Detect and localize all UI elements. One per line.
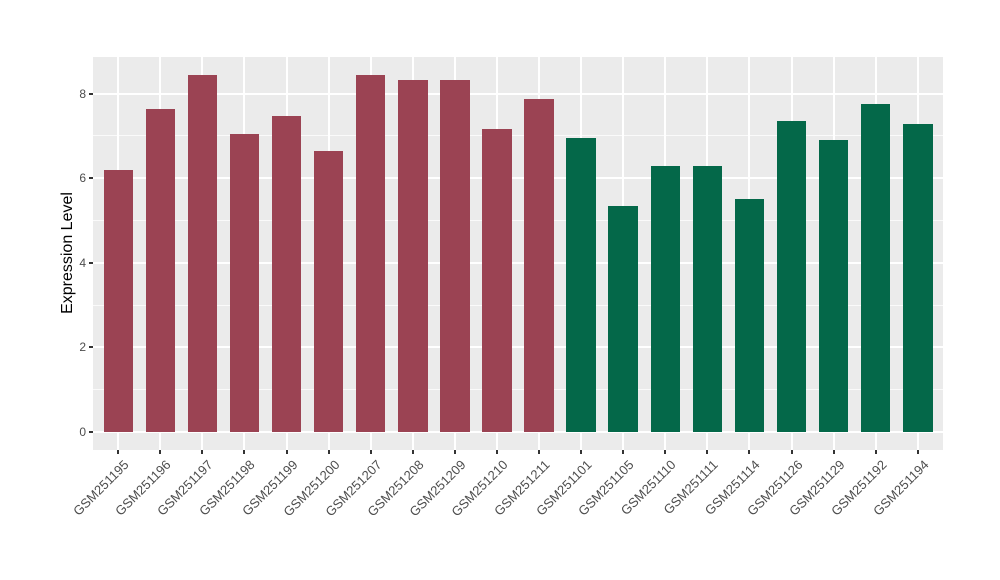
gridline-minor-y3 [93, 304, 943, 306]
y-tick-label-8: 8 [79, 86, 86, 101]
x-tick-mark-GSM251210 [495, 450, 498, 454]
gridline-major-y4 [93, 261, 943, 264]
y-tick-label-6: 6 [79, 171, 86, 186]
bar-GSM251211 [524, 98, 554, 432]
y-tick-mark-2 [89, 346, 93, 349]
bar-GSM251208 [398, 80, 428, 432]
x-tick-mark-GSM251114 [748, 450, 751, 454]
x-tick-mark-GSM251199 [285, 450, 288, 454]
bar-GSM251101 [566, 137, 596, 432]
bar-GSM251105 [608, 205, 638, 432]
bar-GSM251110 [650, 166, 681, 432]
bar-GSM251199 [271, 116, 302, 432]
bar-GSM251129 [818, 140, 849, 432]
y-tick-mark-0 [89, 431, 93, 433]
gridline-major-y2 [93, 346, 943, 349]
bar-GSM251207 [355, 74, 386, 432]
x-tick-mark-GSM251197 [201, 450, 204, 454]
bar-GSM251114 [734, 198, 765, 432]
x-tick-mark-GSM251110 [664, 450, 667, 454]
x-tick-mark-GSM251101 [580, 450, 583, 454]
bar-GSM251200 [313, 151, 344, 432]
gridline-major-y8 [93, 92, 943, 95]
x-tick-mark-GSM251195 [117, 450, 120, 454]
gridline-minor-y5 [93, 220, 943, 221]
y-tick-mark-8 [89, 92, 93, 95]
bar-GSM251194 [903, 124, 933, 432]
x-tick-mark-GSM251126 [790, 450, 793, 454]
y-tick-label-2: 2 [79, 340, 86, 355]
bar-GSM251197 [187, 74, 218, 432]
y-tick-mark-4 [89, 261, 93, 264]
gridline-major-y0 [93, 431, 943, 433]
x-tick-mark-GSM251196 [159, 450, 162, 454]
gridline-major-y6 [93, 177, 943, 180]
x-tick-mark-GSM251192 [874, 450, 877, 454]
gridline-minor-y7 [93, 135, 943, 137]
bar-GSM251126 [776, 121, 807, 432]
x-tick-mark-GSM251200 [327, 450, 330, 454]
bar-GSM251210 [482, 128, 512, 432]
x-tick-mark-GSM251105 [622, 450, 625, 454]
x-tick-mark-GSM251194 [916, 450, 919, 454]
bar-GSM251195 [103, 169, 133, 432]
bar-GSM251198 [229, 133, 260, 432]
bar-GSM251209 [440, 80, 470, 432]
plot-panel [93, 57, 943, 450]
y-tick-label-4: 4 [79, 255, 86, 270]
x-tick-mark-GSM251111 [706, 450, 709, 454]
x-tick-mark-GSM251198 [243, 450, 246, 454]
bar-GSM251196 [145, 109, 176, 432]
y-axis-title: Expression Level [59, 192, 76, 314]
y-tick-mark-6 [89, 177, 93, 180]
y-tick-label-0: 0 [79, 425, 86, 439]
bar-GSM251111 [692, 166, 723, 432]
x-tick-mark-GSM251129 [832, 450, 835, 454]
x-tick-mark-GSM251209 [453, 450, 456, 454]
bar-GSM251192 [860, 104, 891, 432]
x-tick-mark-GSM251211 [538, 450, 541, 454]
x-tick-mark-GSM251207 [369, 450, 372, 454]
gridline-minor-y1 [93, 389, 943, 391]
x-tick-mark-GSM251208 [411, 450, 414, 454]
